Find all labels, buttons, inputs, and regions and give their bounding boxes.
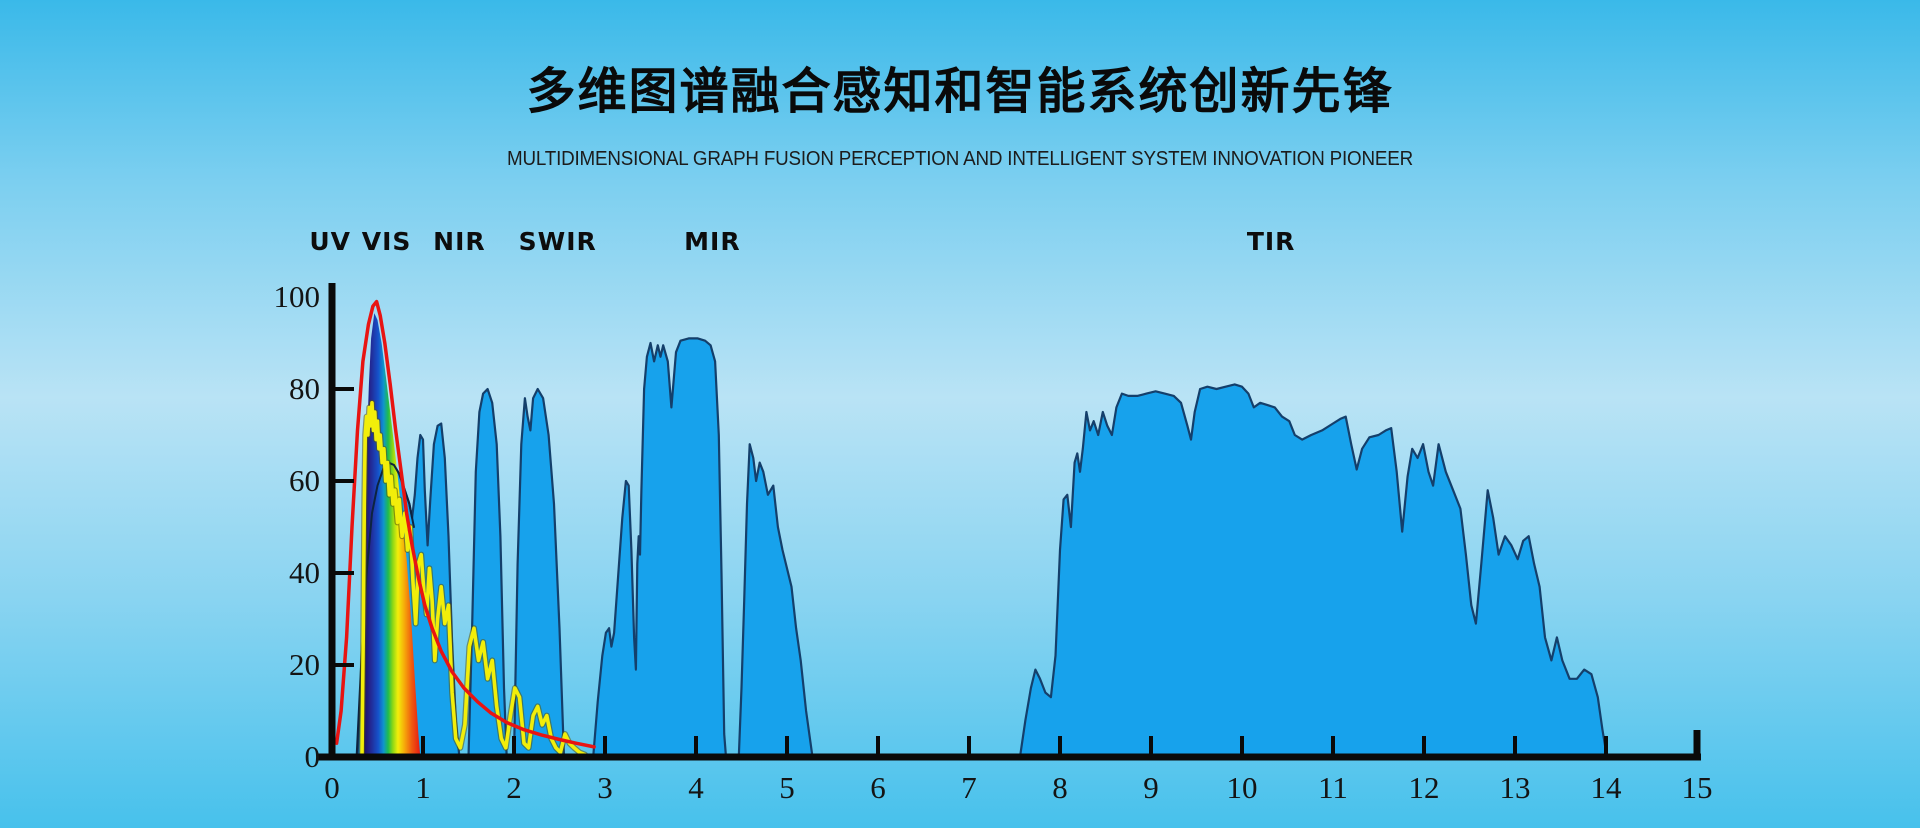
x-tick-label: 11 [1318, 770, 1348, 805]
x-tick-label: 15 [1682, 770, 1713, 805]
x-tick-label: 5 [779, 770, 795, 805]
x-tick-label: 6 [870, 770, 886, 805]
y-tick-label: 0 [305, 739, 321, 774]
x-tick-label: 12 [1409, 770, 1440, 805]
page-title: 多维图谱融合感知和智能系统创新先锋 [526, 65, 1394, 119]
x-tick-label: 13 [1500, 770, 1531, 805]
series-blackbody-envelope-curve [334, 299, 596, 749]
x-tick-label: 8 [1052, 770, 1068, 805]
x-tick-label: 4 [688, 770, 704, 805]
y-tick-label: 80 [289, 371, 320, 406]
series-atmospheric-transmission-windows [356, 337, 1608, 759]
band-label-mir: MIR [684, 227, 740, 256]
band-label-tir: TIR [1247, 227, 1296, 256]
band-label-swir: SWIR [519, 227, 597, 256]
header: 多维图谱融合感知和智能系统创新先锋 MULTIDIMENSIONAL GRAPH… [0, 0, 1920, 171]
x-tick-label: 1 [415, 770, 431, 805]
y-tick-label: 60 [289, 463, 320, 498]
band-label-vis: VIS [362, 227, 412, 256]
y-tick-label: 40 [289, 555, 320, 590]
y-tick-label: 100 [274, 279, 321, 314]
page-subtitle: MULTIDIMENSIONAL GRAPH FUSION PERCEPTION… [507, 148, 1413, 170]
series-surface-solar-irradiance-curve [360, 401, 587, 759]
x-tick-label: 14 [1591, 770, 1623, 805]
x-tick-label: 3 [597, 770, 613, 805]
x-tick-label: 7 [961, 770, 977, 805]
x-tick-label: 9 [1143, 770, 1159, 805]
y-tick-label: 20 [289, 647, 320, 682]
x-tick-label: 0 [324, 770, 340, 805]
band-label-nir: NIR [433, 227, 485, 256]
x-tick-label: 2 [506, 770, 522, 805]
x-tick-label: 10 [1227, 770, 1258, 805]
band-label-uv: UV [309, 227, 351, 256]
